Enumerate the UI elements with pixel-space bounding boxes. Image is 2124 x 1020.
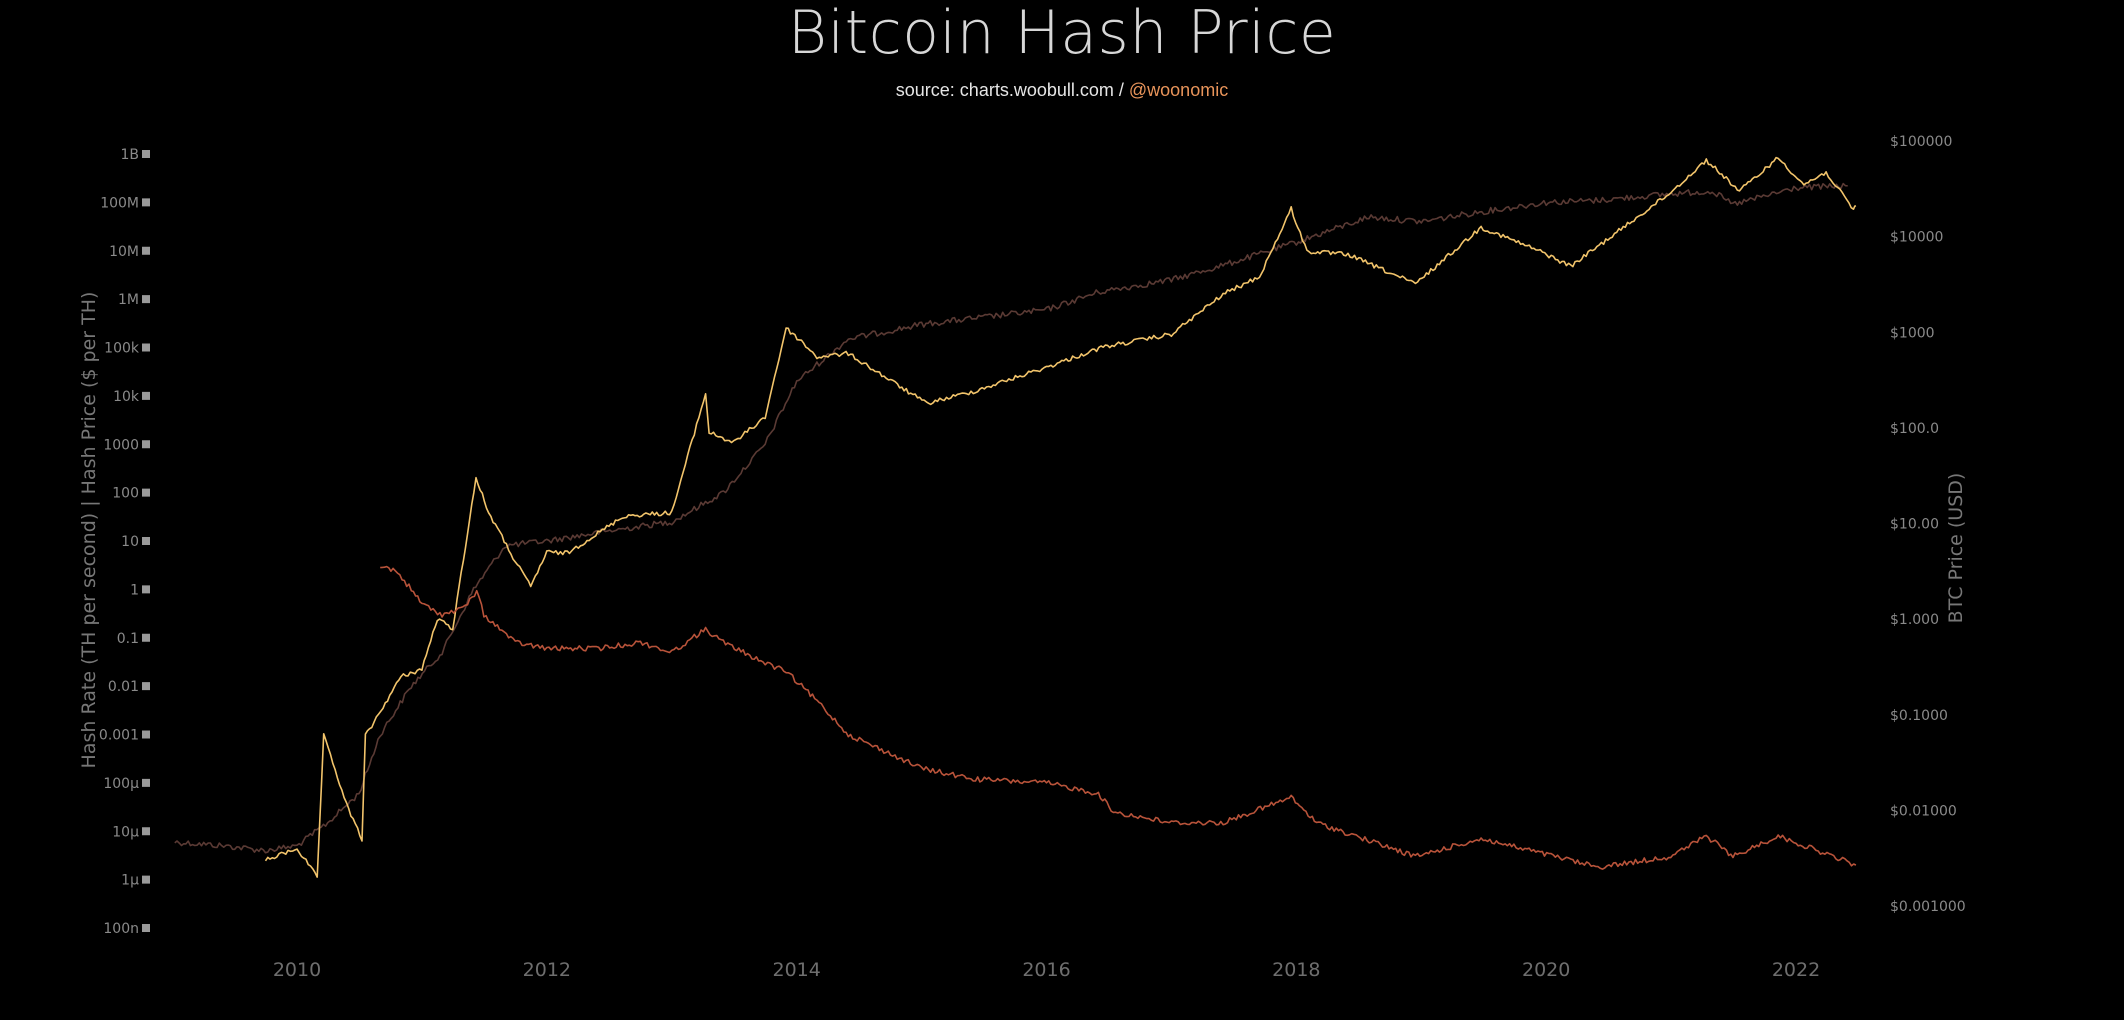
series-lines <box>174 156 1857 878</box>
right-tick-label: $10.00 <box>1890 517 1939 533</box>
left-tick-mark <box>142 198 150 207</box>
right-tick-label: $0.001000 <box>1890 899 1966 915</box>
left-tick-mark <box>142 537 150 545</box>
x-tick-label: 2016 <box>1022 959 1070 981</box>
left-tick-mark <box>142 827 150 836</box>
right-tick-label: $1.000 <box>1890 612 1939 628</box>
x-tick-label: 2018 <box>1272 959 1320 981</box>
left-tick-label: 1µ <box>121 873 139 889</box>
left-tick-mark <box>142 295 150 304</box>
left-tick-mark <box>142 343 150 352</box>
left-tick-mark <box>142 924 150 932</box>
left-tick-label: 10k <box>113 389 140 405</box>
left-axis-title: Hash Rate (TH per second) | Hash Price (… <box>78 292 100 769</box>
left-tick-mark <box>142 440 150 449</box>
series-line-hash-price <box>380 565 1857 870</box>
left-axis-ticks: 1B 100M 10M 1M 100k 10k 1000 100 10 1 0.1 0.01 0.001… <box>99 147 150 937</box>
x-tick-label: 2014 <box>772 959 820 981</box>
left-tick-label: 1000 <box>103 437 139 453</box>
right-axis-title: BTC Price (USD) <box>1945 473 1967 624</box>
left-tick-label: 100n <box>103 921 139 937</box>
chart-subtitle: source: charts.woobull.com / @woonomic <box>0 80 2124 101</box>
left-tick-label: 10µ <box>112 824 139 840</box>
x-tick-label: 2020 <box>1522 959 1570 981</box>
right-axis-ticks: $100000 $10000 $1000 $100.0 $10.00 $1.000 $0.1… <box>1890 134 1966 915</box>
left-tick-mark <box>142 633 150 642</box>
left-tick-mark <box>142 682 150 691</box>
left-tick-label: 1 <box>130 582 139 598</box>
source-text: source: charts.woobull.com / <box>895 80 1129 100</box>
x-tick-label: 2022 <box>1772 959 1820 981</box>
left-tick-label: 0.1 <box>117 631 139 647</box>
left-tick-mark <box>142 150 150 158</box>
series-line-hashrate <box>174 182 1848 854</box>
x-axis-ticks: 2010 2012 2014 2016 2018 2020 2022 <box>273 959 1820 981</box>
chart-title: Bitcoin Hash Price <box>787 0 1337 68</box>
left-tick-label: 1B <box>120 147 139 163</box>
right-tick-label: $10000 <box>1890 230 1943 246</box>
left-tick-label: 0.001 <box>99 728 139 744</box>
left-tick-label: 0.01 <box>108 679 139 695</box>
left-tick-label: 1M <box>118 292 139 308</box>
left-tick-label: 10 <box>121 534 139 550</box>
left-tick-mark <box>142 778 150 787</box>
author-handle-link[interactable]: @woonomic <box>1128 80 1229 100</box>
x-tick-label: 2010 <box>273 959 321 981</box>
left-tick-mark <box>142 391 150 400</box>
left-tick-mark <box>142 488 150 497</box>
left-tick-label: 100µ <box>103 776 139 792</box>
left-tick-label: 100 <box>112 486 139 502</box>
series-line-btc-price <box>264 156 1857 878</box>
right-tick-label: $0.1000 <box>1890 708 1948 724</box>
left-tick-label: 100M <box>100 195 139 211</box>
left-tick-label: 10M <box>109 244 139 260</box>
right-tick-label: $100.0 <box>1890 421 1939 437</box>
x-tick-label: 2012 <box>523 959 571 981</box>
right-tick-label: $1000 <box>1890 325 1935 341</box>
left-tick-mark <box>142 585 150 594</box>
right-tick-label: $100000 <box>1890 134 1952 150</box>
left-tick-label: 100k <box>104 341 140 357</box>
right-tick-label: $0.01000 <box>1890 803 1957 819</box>
left-tick-mark <box>142 246 150 255</box>
left-tick-mark <box>142 730 150 739</box>
left-tick-mark <box>142 875 150 884</box>
